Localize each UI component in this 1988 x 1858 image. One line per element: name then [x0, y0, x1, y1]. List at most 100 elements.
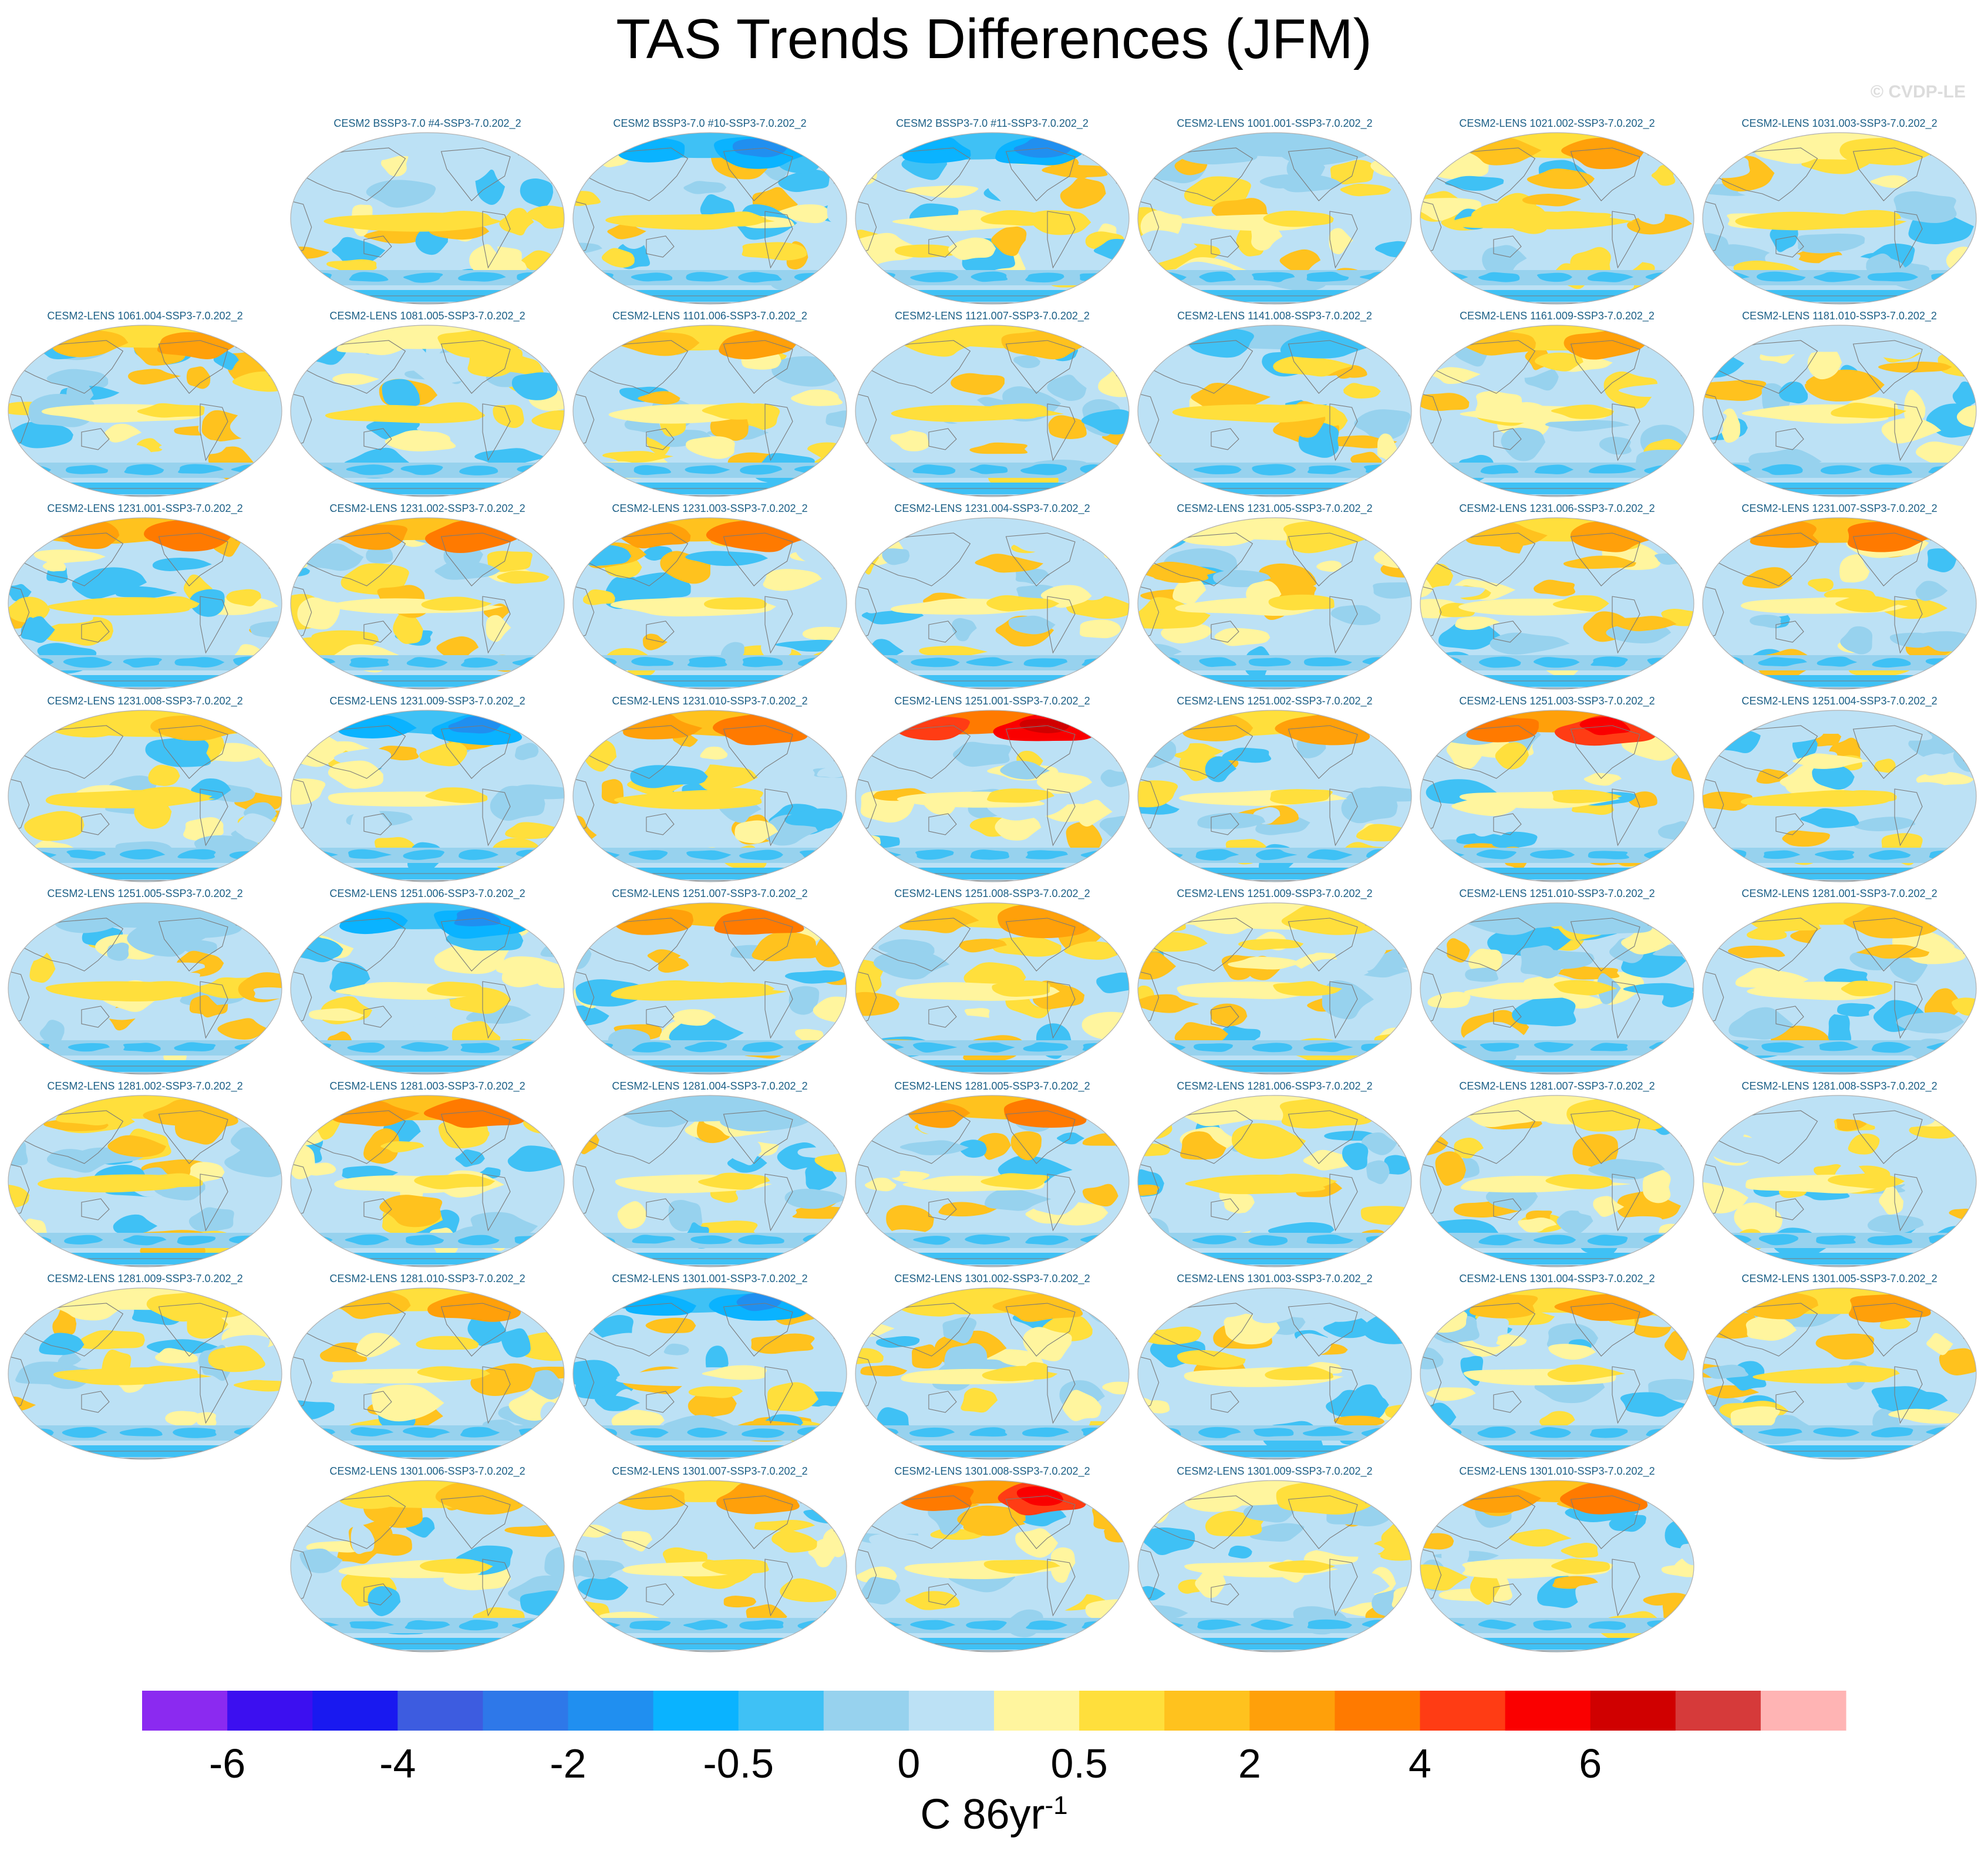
anomaly-patch: [385, 430, 456, 451]
anomaly-patch: [1518, 1218, 1557, 1233]
southern-ocean-patch: [1194, 465, 1242, 474]
anomaly-patch: [1330, 160, 1375, 185]
tropical-pacific-core: [142, 1173, 203, 1188]
southern-ocean-patch: [460, 1427, 500, 1438]
southern-ocean-patch: [1871, 1427, 1913, 1438]
map-panel: CESM2-LENS 1301.004-SSP3-7.0.202_2: [1419, 1273, 1695, 1465]
map-panel: CESM2-LENS 1161.009-SSP3-7.0.202_2: [1419, 310, 1695, 503]
anomaly-patch: [784, 1188, 847, 1209]
anomaly-patch: [1455, 616, 1500, 630]
anomaly-patch: [1468, 948, 1503, 974]
arctic-extreme: [458, 1102, 498, 1120]
coastline: [440, 147, 511, 201]
southern-ocean-patch: [969, 464, 1008, 474]
southern-ocean-patch: [740, 464, 783, 475]
anomaly-patch: [1091, 1228, 1129, 1260]
anomaly-patch: [1533, 579, 1576, 596]
coastline: [300, 725, 406, 779]
anomaly-patch: [1703, 380, 1767, 401]
map-border: [1137, 325, 1412, 497]
panel-title: CESM2-LENS 1231.004-SSP3-7.0.202_2: [894, 503, 1090, 514]
anomaly-patch: [1238, 939, 1304, 950]
southern-ocean-patch: [349, 657, 389, 668]
panel-title: CESM2-LENS 1231.001-SSP3-7.0.202_2: [47, 503, 243, 514]
map-panel: CESM2-LENS 1231.010-SSP3-7.0.202_2: [572, 695, 848, 888]
anomaly-patch: [500, 1328, 531, 1358]
arctic-extreme: [737, 908, 784, 928]
coastline: [1927, 1296, 1945, 1311]
southern-ocean-patch: [1758, 657, 1807, 667]
anomaly-patch: [855, 421, 913, 437]
coastline: [723, 918, 793, 972]
anomaly-patch: [1205, 756, 1236, 783]
map-border: [1420, 1287, 1694, 1460]
anomaly-patch: [1231, 1123, 1306, 1159]
map-panel: CESM2-LENS 1061.004-SSP3-7.0.202_2: [7, 310, 283, 503]
southern-ocean-patch: [1366, 849, 1406, 860]
anomaly-patch: [11, 1303, 38, 1327]
anomaly-patch: [1648, 1378, 1694, 1400]
anomaly-patch: [814, 1152, 847, 1172]
southern-ocean-patch: [349, 272, 389, 282]
anomaly-patch: [188, 1162, 225, 1183]
anomaly-patch: [351, 1522, 375, 1554]
anomaly-patch: [1556, 1210, 1593, 1235]
coastline: [865, 532, 971, 586]
coastline: [1080, 140, 1098, 156]
anomaly-patch: [1670, 797, 1694, 812]
coastline: [764, 403, 793, 461]
arctic-extreme: [1016, 1486, 1063, 1506]
southern-ocean-patch: [119, 849, 166, 860]
tropical-pacific-core: [135, 1365, 198, 1382]
anomaly-patch: [1509, 1529, 1572, 1547]
coastline: [1712, 918, 1818, 972]
anomaly-patch: [1642, 1169, 1671, 1203]
coastline: [1775, 813, 1804, 835]
anomaly-patch: [601, 779, 624, 804]
anomaly-patch: [791, 389, 843, 406]
coastline: [797, 525, 816, 541]
southern-ocean-patch: [1534, 1041, 1573, 1053]
southern-ocean-patch: [1589, 1428, 1628, 1438]
tropical-pacific-core: [1270, 789, 1333, 805]
map-panel: CESM2-LENS 1281.003-SSP3-7.0.202_2: [289, 1080, 565, 1273]
southern-ocean-patch: [1706, 656, 1744, 668]
anomaly-patch: [8, 584, 32, 602]
coastline: [482, 1559, 511, 1617]
panel-title: CESM2-LENS 1231.005-SSP3-7.0.202_2: [1177, 503, 1373, 514]
anomaly-patch: [1501, 427, 1546, 461]
coastline: [200, 1366, 228, 1424]
coastline: [1612, 1174, 1640, 1232]
coastline: [1775, 235, 1804, 258]
coastline: [1288, 918, 1358, 972]
anomaly-patch: [159, 437, 226, 456]
southern-ocean-patch: [686, 850, 732, 860]
southern-ocean-patch: [1529, 849, 1575, 859]
map-panel: CESM2-LENS 1251.001-SSP3-7.0.202_2: [854, 695, 1130, 888]
tropical-pacific-core: [987, 788, 1055, 803]
coastline: [1612, 788, 1640, 847]
coastline: [200, 981, 228, 1039]
map-border: [1702, 1287, 1977, 1460]
anomaly-patch: [911, 1344, 945, 1369]
coastline: [1430, 1303, 1536, 1357]
anomaly-patch: [1482, 245, 1527, 277]
global-map: [8, 902, 282, 1075]
anomaly-patch: [1383, 1155, 1411, 1175]
coastline: [1211, 621, 1239, 643]
coastline: [1147, 1110, 1254, 1164]
anomaly-patch: [1177, 1350, 1246, 1368]
southern-ocean-patch: [229, 850, 278, 861]
anomaly-patch: [250, 621, 282, 639]
anomaly-patch: [196, 1412, 217, 1428]
coastline: [865, 725, 971, 779]
southern-ocean-patch: [345, 1234, 389, 1245]
coastline: [1852, 1110, 1923, 1164]
anomaly-patch: [1138, 1218, 1170, 1250]
map-border: [855, 710, 1130, 882]
southern-ocean-patch: [1478, 1235, 1523, 1246]
global-map: [855, 1287, 1130, 1460]
map-panel: CESM2-LENS 1251.003-SSP3-7.0.202_2: [1419, 695, 1695, 888]
anomaly-patch: [1138, 402, 1161, 423]
coastline: [482, 788, 511, 847]
